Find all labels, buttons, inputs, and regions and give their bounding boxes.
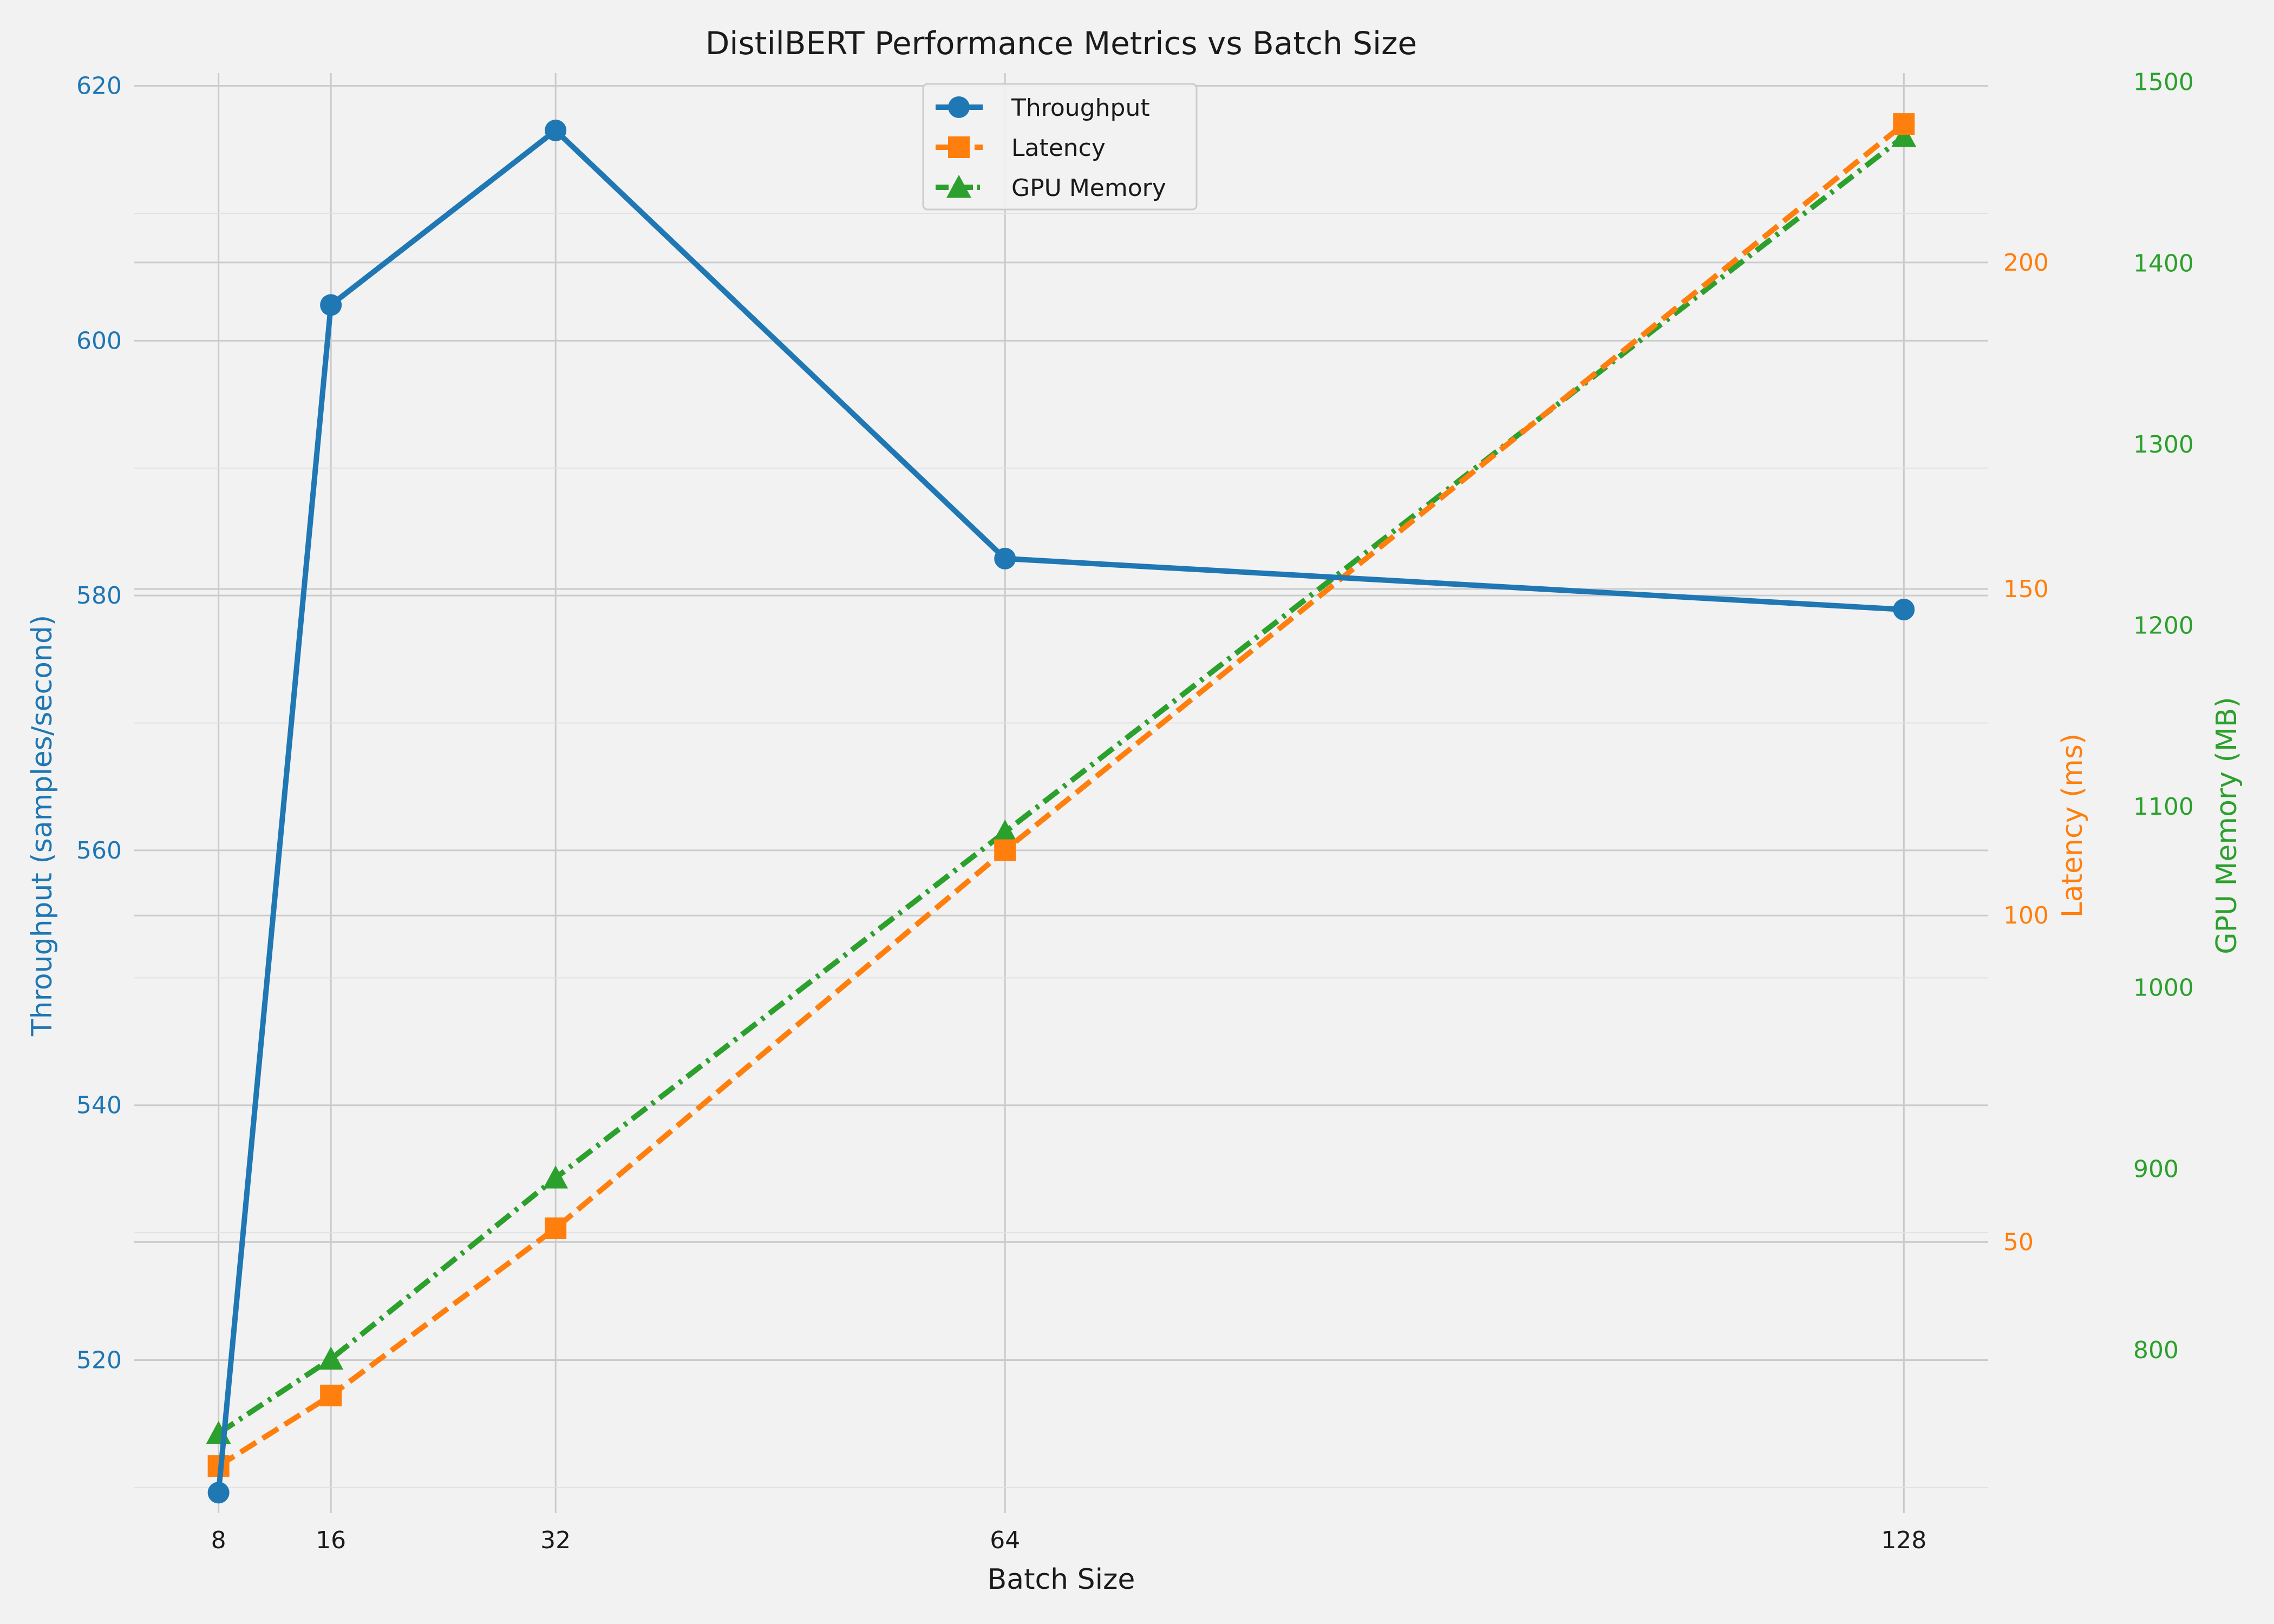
gpu-memory-point (318, 1346, 344, 1370)
y-axis-label-gpu-memory: GPU Memory (MB) (2211, 697, 2243, 954)
y-tick-label: 150 (2003, 575, 2049, 603)
y-tick-label: 1100 (2133, 793, 2194, 821)
gpu-memory-point (543, 1165, 568, 1189)
legend-marker-gpu-memory (946, 175, 971, 198)
legend-label-gpu-memory: GPU Memory (1011, 174, 1166, 202)
y-tick-label: 100 (2003, 902, 2049, 929)
axes: 8 16 32 64 128 520 540 560 580 600 620 50 100 150 200 8… (76, 69, 2194, 1554)
x-tick-label: 128 (1881, 1527, 1926, 1554)
legend-marker-latency (948, 136, 970, 158)
latency-point (545, 1217, 567, 1240)
y-tick-label: 600 (76, 327, 122, 355)
throughput-point (545, 119, 567, 141)
x-axis-label: Batch Size (988, 1563, 1135, 1596)
throughput-point (320, 294, 342, 316)
x-tick-label: 8 (211, 1527, 226, 1554)
y-axis-label-latency: Latency (ms) (2056, 734, 2089, 918)
y-tick-label: 560 (76, 837, 122, 865)
y-tick-label: 620 (76, 73, 122, 100)
y-tick-label: 50 (2003, 1228, 2034, 1256)
y-tick-label: 580 (76, 582, 122, 610)
latency-point (1893, 113, 1915, 135)
x-tick-label: 32 (540, 1527, 571, 1554)
x-tick-label: 16 (316, 1527, 346, 1554)
y-tick-label: 520 (76, 1347, 122, 1374)
legend-box (922, 83, 1198, 211)
legend: Throughput Latency GPU Memory (922, 83, 1198, 211)
legend-label-throughput: Throughput (1011, 94, 1150, 122)
legend-label-latency: Latency (1011, 134, 1106, 162)
latency-point (994, 839, 1016, 861)
y-tick-label: 540 (76, 1092, 122, 1119)
chart-title: DistilBERT Performance Metrics vs Batch … (705, 25, 1417, 62)
latency-line (217, 122, 1906, 1469)
x-tick-label: 64 (990, 1527, 1020, 1554)
y-tick-label: 900 (2133, 1155, 2179, 1183)
y-tick-label: 1200 (2133, 612, 2194, 640)
throughput-point (207, 1482, 230, 1504)
grid (134, 73, 1988, 1513)
latency-point (320, 1384, 342, 1406)
gpu-memory-point (992, 819, 1018, 843)
series (206, 113, 1917, 1504)
y-tick-label: 200 (2003, 249, 2049, 277)
y-tick-label: 1000 (2133, 974, 2194, 1002)
legend-marker-throughput (948, 96, 970, 118)
y-tick-label: 1500 (2133, 69, 2194, 96)
y-tick-label: 800 (2133, 1337, 2179, 1364)
y-tick-label: 1400 (2133, 250, 2194, 277)
y-axis-label-throughput: Throughput (samples/second) (26, 615, 58, 1037)
throughput-point (994, 547, 1016, 569)
throughput-point (1893, 599, 1915, 621)
y-tick-label: 1300 (2133, 431, 2194, 459)
gpu-memory-point (1891, 124, 1917, 147)
